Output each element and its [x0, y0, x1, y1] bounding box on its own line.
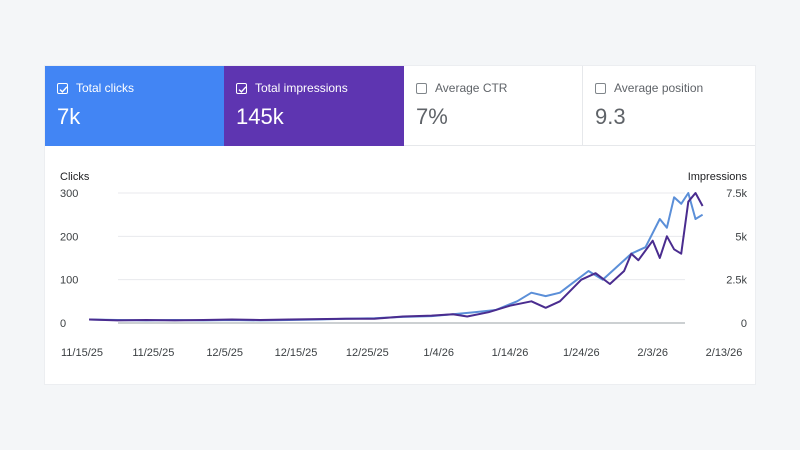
x-tick-label: 12/15/25 — [275, 347, 318, 359]
chart-svg: Clicks Impressions 300 200 100 0 7.5k 5k 2.5k… — [60, 171, 748, 359]
checkbox-unchecked-icon[interactable] — [416, 83, 427, 94]
metric-average-position[interactable]: Average position 9.3 — [583, 66, 755, 146]
performance-card: Total clicks 7k Total impressions 145k A… — [45, 66, 755, 384]
right-tick-label: 5k — [735, 231, 747, 243]
checkbox-checked-icon[interactable] — [57, 83, 68, 94]
right-tick-label: 7.5k — [726, 188, 747, 200]
right-tick-label: 2.5k — [726, 275, 747, 287]
left-tick-label: 100 — [60, 275, 78, 287]
x-tick-label: 2/3/26 — [637, 347, 668, 359]
x-tick-label: 11/25/25 — [132, 347, 174, 359]
x-tick-label: 12/25/25 — [346, 347, 389, 359]
x-tick-label: 1/24/26 — [563, 347, 600, 359]
metric-value: 7k — [57, 104, 81, 129]
left-tick-label: 0 — [60, 318, 66, 330]
x-tick-label: 2/13/26 — [706, 347, 743, 359]
x-tick-label: 1/4/26 — [423, 347, 454, 359]
metric-total-impressions[interactable]: Total impressions 145k — [224, 66, 404, 146]
right-axis-title: Impressions — [688, 171, 748, 183]
checkbox-checked-icon[interactable] — [236, 83, 247, 94]
metric-tabs: Total clicks 7k Total impressions 145k A… — [45, 66, 755, 146]
metric-label: Average position — [614, 81, 704, 95]
checkbox-unchecked-icon[interactable] — [595, 83, 606, 94]
x-tick-label: 1/14/26 — [492, 347, 529, 359]
metric-label: Average CTR — [435, 81, 508, 95]
left-axis-ticks: 300 200 100 0 — [60, 188, 78, 330]
left-tick-label: 300 — [60, 188, 78, 200]
right-axis-ticks: 7.5k 5k 2.5k 0 — [726, 188, 747, 330]
x-tick-label: 12/5/25 — [206, 347, 243, 359]
metric-label: Total impressions — [255, 81, 348, 95]
x-tick-label: 11/15/25 — [61, 347, 103, 359]
metric-value: 7% — [416, 104, 448, 129]
metric-average-ctr[interactable]: Average CTR 7% — [404, 66, 583, 146]
right-tick-label: 0 — [741, 318, 747, 330]
chart-lines — [89, 192, 704, 322]
left-axis-title: Clicks — [60, 171, 90, 183]
clicks-series-line — [89, 192, 704, 322]
metric-label: Total clicks — [76, 81, 135, 95]
metric-total-clicks[interactable]: Total clicks 7k — [45, 66, 224, 146]
chart-gridlines — [118, 192, 685, 324]
performance-chart: Clicks Impressions 300 200 100 0 7.5k 5k 2.5k… — [45, 146, 755, 384]
x-axis-ticks: 11/15/25 11/25/25 12/5/25 12/15/25 12/25/25 1… — [61, 347, 742, 359]
metric-value: 145k — [236, 104, 284, 129]
left-tick-label: 200 — [60, 231, 78, 243]
metric-value: 9.3 — [595, 104, 626, 129]
impressions-series-line — [89, 192, 704, 322]
